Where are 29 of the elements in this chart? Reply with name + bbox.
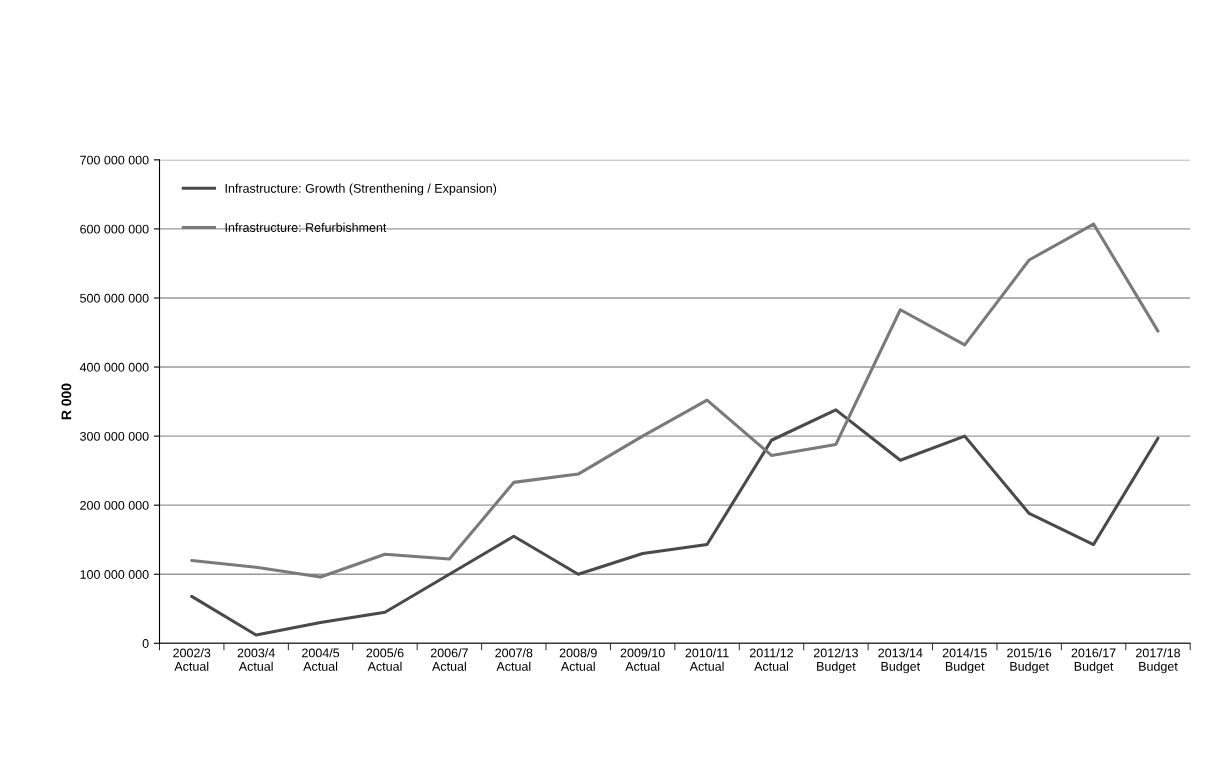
y-tick-label: 600 000 000 — [80, 224, 149, 234]
line-series — [190, 222, 1160, 579]
y-tick-label: 500 000 000 — [80, 293, 149, 303]
y-tick-label: 100 000 000 — [80, 570, 149, 579]
x-tick-label: 2008/9 Actual — [559, 648, 597, 671]
x-tick-label: 2012/13 Budget — [813, 648, 858, 674]
x-tick-label: 2010/11 Actual — [685, 648, 729, 671]
x-tick-label: 2002/3 Actual — [173, 648, 211, 671]
y-axis-title: R 000 — [61, 383, 72, 420]
x-tick-label: 2013/14 Budget — [878, 648, 923, 674]
x-tick-label: 2006/7 Actual — [430, 648, 468, 671]
x-tick-label: 2005/6 Actual — [366, 648, 404, 671]
x-tick-label: 2003/4 Actual — [237, 648, 275, 671]
y-tick-label: 0 — [142, 639, 149, 648]
x-tick-label: 2014/15 Budget — [942, 648, 987, 674]
x-tick-label: 2007/8 Actual — [495, 648, 533, 671]
x-tick-label: 2016/17 Budget — [1071, 648, 1116, 674]
line-series — [190, 408, 1160, 637]
legend-label: Infrastructure: Refurbishment — [225, 222, 387, 232]
legend-label: Infrastructure: Growth (Strenthening / Expansion) — [225, 183, 497, 196]
x-tick-label: 2009/10 Actual — [620, 648, 665, 671]
y-tick-label: 300 000 000 — [80, 431, 149, 441]
x-tick-label: 2017/18 Budget — [1136, 648, 1181, 674]
x-tick-label: 2004/5 Actual — [302, 648, 340, 671]
x-tick-label: 2015/16 Budget — [1007, 648, 1052, 674]
y-tick-label: 700 000 000 — [80, 155, 149, 165]
y-tick-label: 400 000 000 — [79, 362, 149, 372]
x-tick-label: 2011/12 Actual — [749, 648, 793, 671]
y-tick-label: 200 000 000 — [80, 500, 149, 510]
